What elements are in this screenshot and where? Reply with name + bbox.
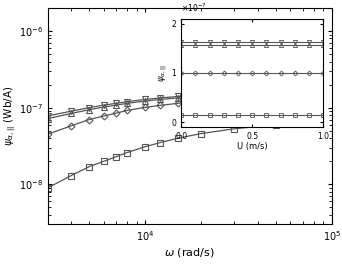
X-axis label: $\omega$ (rad/s): $\omega$ (rad/s) <box>165 246 215 259</box>
Text: $\times10^{-7}$: $\times10^{-7}$ <box>181 2 207 15</box>
X-axis label: U (m/s): U (m/s) <box>237 142 267 151</box>
Y-axis label: $\psi_{\alpha,||}$ (Wb/A): $\psi_{\alpha,||}$ (Wb/A) <box>2 86 17 146</box>
Y-axis label: $\psi_{\alpha,||}$: $\psi_{\alpha,||}$ <box>158 64 170 82</box>
